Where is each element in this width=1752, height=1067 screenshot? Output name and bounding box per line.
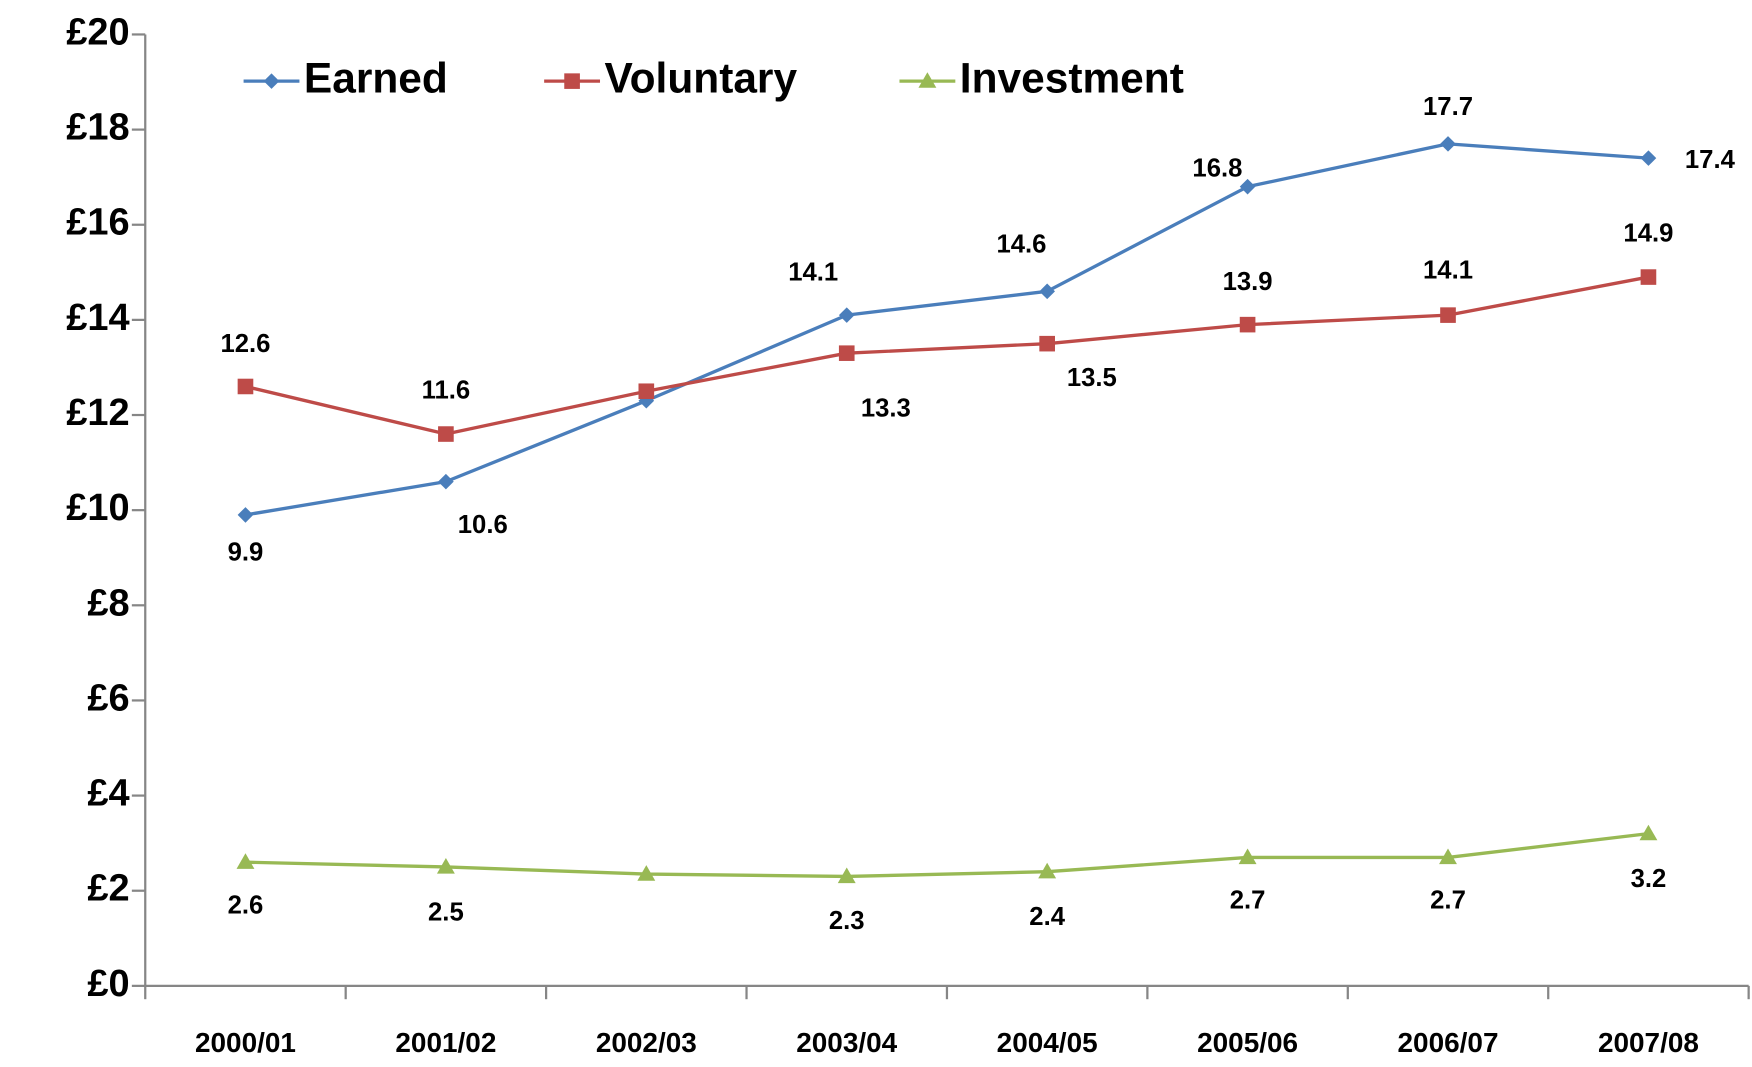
marker: [1238, 848, 1257, 865]
marker: [436, 858, 455, 874]
data-label: 14.1: [1423, 257, 1473, 285]
marker: [838, 307, 855, 323]
x-tick-label: 2006/07: [1398, 1027, 1499, 1058]
y-tick-label: £6: [87, 678, 129, 720]
data-label: 17.7: [1423, 93, 1473, 121]
series-line: [245, 142, 1649, 517]
data-label: 14.1: [788, 259, 838, 287]
marker: [1440, 136, 1456, 152]
y-tick-label: £10: [66, 487, 129, 529]
data-label: 16.8: [1192, 155, 1242, 183]
marker: [1640, 269, 1657, 285]
data-label: 13.3: [861, 395, 911, 423]
series-line: [245, 275, 1649, 436]
marker: [438, 426, 454, 442]
data-label: 2.4: [1029, 903, 1065, 931]
marker: [1038, 862, 1057, 879]
marker: [236, 853, 255, 869]
data-label: 14.9: [1623, 220, 1673, 248]
x-tick-label: 2005/06: [1197, 1027, 1298, 1058]
y-tick-label: £18: [66, 107, 129, 149]
marker: [237, 507, 254, 523]
marker: [438, 473, 454, 490]
x-tick-label: 2007/08: [1598, 1027, 1699, 1058]
marker: [837, 867, 856, 884]
y-tick-label: £14: [66, 297, 129, 339]
y-tick-label: £20: [66, 12, 129, 54]
marker: [1039, 335, 1055, 352]
data-label: 9.9: [228, 539, 264, 567]
data-label: 11.6: [422, 377, 471, 405]
y-tick-label: £8: [87, 582, 129, 624]
legend-label: Earned: [304, 54, 448, 101]
x-tick-label: 2002/03: [596, 1027, 697, 1058]
data-label: 2.6: [228, 891, 264, 919]
marker: [1039, 283, 1055, 300]
x-tick-label: 2003/04: [796, 1027, 897, 1058]
legend-marker: [263, 73, 280, 89]
marker: [637, 865, 656, 881]
marker: [1239, 178, 1256, 195]
marker: [1640, 150, 1657, 166]
y-tick-label: £0: [87, 963, 129, 1005]
data-label: 2.5: [428, 898, 464, 926]
y-tick-label: £2: [87, 868, 129, 910]
marker: [1639, 824, 1658, 841]
data-label: 2.7: [1430, 887, 1466, 915]
data-label: 10.6: [458, 511, 508, 539]
data-label: 17.4: [1685, 146, 1736, 174]
data-label: 2.7: [1230, 887, 1266, 915]
y-tick-label: £16: [66, 202, 129, 244]
legend-label: Voluntary: [604, 54, 797, 101]
x-tick-label: 2000/01: [195, 1027, 296, 1058]
legend-label: Investment: [960, 54, 1184, 101]
y-tick-label: £4: [87, 773, 129, 815]
series-line: [245, 831, 1649, 879]
data-label: 12.6: [220, 330, 270, 358]
y-tick-label: £12: [66, 392, 129, 434]
legend-marker: [918, 72, 937, 88]
marker: [638, 383, 655, 400]
data-label: 3.2: [1631, 865, 1667, 893]
data-label: 14.6: [996, 231, 1046, 259]
marker: [1440, 307, 1456, 323]
marker: [1439, 848, 1457, 865]
data-label: 13.5: [1067, 364, 1117, 392]
marker: [1239, 316, 1256, 333]
data-label: 13.9: [1223, 268, 1273, 296]
marker: [838, 345, 855, 361]
marker: [237, 378, 254, 395]
x-tick-label: 2001/02: [395, 1027, 496, 1058]
data-label: 2.3: [829, 907, 865, 935]
legend-marker: [564, 73, 580, 89]
x-tick-label: 2004/05: [997, 1027, 1098, 1058]
